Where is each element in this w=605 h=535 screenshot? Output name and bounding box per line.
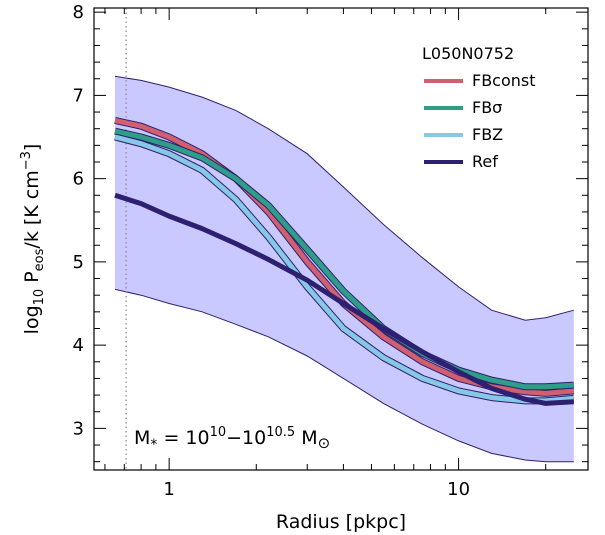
x-tick-label: 10 [447, 479, 470, 500]
plot-area [114, 8, 575, 470]
y-tick-label: 4 [73, 335, 84, 356]
text-layer: 3 4 5 6 7 8 1 10 Radius [pkpc] log10 Peos/k [K cm… [19, 2, 536, 533]
band-lower-edge [114, 288, 574, 463]
series-line-fbz [114, 134, 575, 404]
y-tick-label: 5 [73, 252, 84, 273]
y-axis-label: log10 Peos/k [K cm−3] [19, 144, 47, 335]
scatter-band [115, 76, 574, 462]
y-tick-label: 8 [73, 2, 84, 23]
legend-title: L050N0752 [422, 44, 514, 63]
x-axis-label: Radius [pkpc] [276, 511, 406, 533]
series-line-fb [114, 128, 574, 390]
y-tick-label: 6 [73, 169, 84, 190]
legend-entry-2: FBZ [472, 125, 503, 144]
y-tick-label: 3 [73, 418, 84, 439]
plot-layer [114, 8, 575, 470]
legend-entry-1: FBσ [472, 98, 502, 117]
x-tick-label: 1 [163, 479, 174, 500]
mass-annotation: M* = 1010−1010.5 M⊙ [134, 425, 330, 453]
legend-entry-0: FBconst [472, 71, 536, 90]
plot-frame [93, 7, 589, 471]
axes-layer [93, 7, 589, 471]
y-tick-label: 7 [73, 85, 84, 106]
series-line-ref [114, 192, 574, 406]
legend-entry-3: Ref [472, 152, 498, 171]
band-upper-edge [114, 75, 574, 321]
